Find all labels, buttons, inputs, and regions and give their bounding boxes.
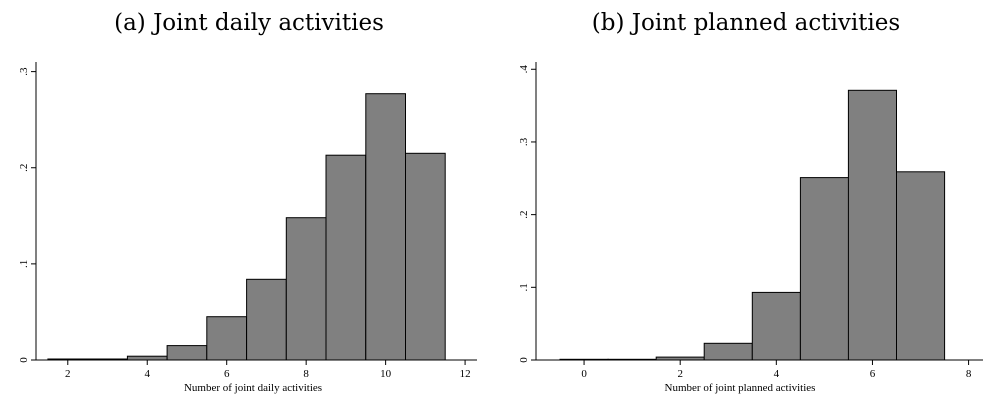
y-tick-label: .1 [18, 260, 30, 268]
y-tick-label: 0 [518, 357, 530, 363]
x-tick-label: 2 [677, 368, 683, 380]
x-tick-label: 4 [774, 368, 780, 380]
x-tick-label: 8 [966, 368, 972, 380]
x-tick-label: 6 [224, 368, 230, 380]
histogram-bar [751, 291, 801, 361]
histogram-bar [166, 345, 208, 361]
x-tick-label: 6 [870, 368, 876, 380]
histogram-bar [405, 152, 446, 361]
histogram-bar [206, 316, 248, 361]
y-tick-label: .3 [518, 137, 530, 146]
histogram-bar [703, 342, 753, 361]
histogram-bar [285, 217, 327, 361]
y-tick-label: .2 [18, 164, 30, 172]
x-tick-label: 10 [380, 368, 392, 380]
y-tick-label: .2 [518, 211, 530, 219]
x-axis-label: Number of joint planned activities [665, 382, 816, 394]
x-tick-label: 8 [303, 368, 309, 380]
y-tick-label: 0 [18, 357, 30, 363]
histogram-bar [246, 278, 287, 361]
x-tick-label: 12 [460, 368, 471, 380]
y-tick-label: .3 [18, 67, 30, 76]
histogram-bar [126, 355, 168, 361]
histogram-bar [365, 93, 406, 361]
chart-panel-planned-activities: (b) Joint planned activities Number of j… [518, 10, 983, 394]
histogram-bar [847, 89, 898, 361]
chart-title: (b) Joint planned activities [592, 10, 900, 36]
histogram-bar [325, 154, 367, 361]
y-tick-label: .1 [518, 283, 530, 291]
histogram-bar [896, 171, 946, 361]
x-tick-label: 0 [581, 368, 587, 380]
chart-panel-daily-activities: (a) Joint daily activities Number of joi… [18, 10, 477, 394]
x-tick-label: 4 [144, 368, 150, 380]
x-axis-label: Number of joint daily activities [184, 382, 322, 394]
x-tick-label: 2 [65, 368, 71, 380]
y-tick-label: .4 [518, 65, 530, 74]
chart-title: (a) Joint daily activities [114, 10, 384, 36]
histogram-bar [799, 177, 850, 361]
